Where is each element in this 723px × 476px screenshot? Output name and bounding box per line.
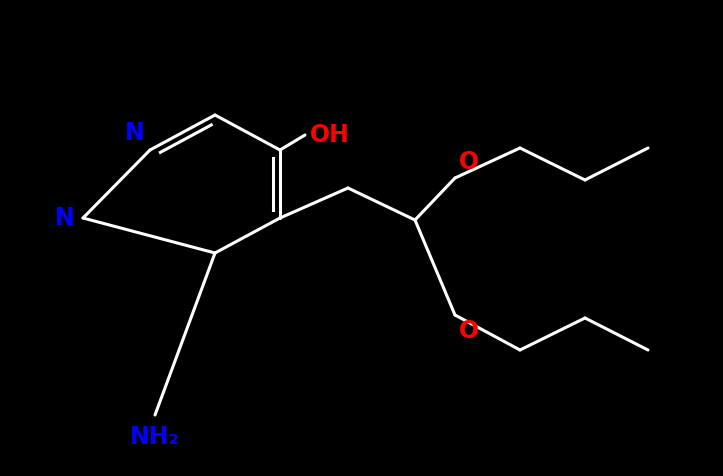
Text: O: O [459, 150, 479, 174]
Text: NH₂: NH₂ [130, 425, 180, 449]
Text: O: O [459, 319, 479, 343]
Text: N: N [125, 121, 145, 145]
Text: OH: OH [310, 123, 350, 147]
Text: N: N [55, 206, 75, 230]
